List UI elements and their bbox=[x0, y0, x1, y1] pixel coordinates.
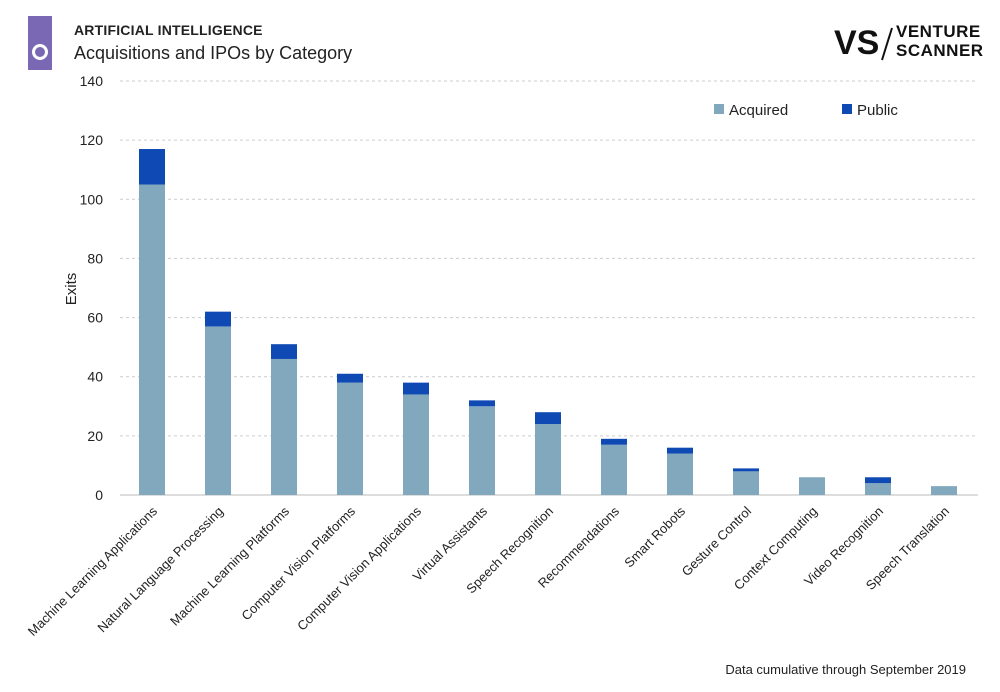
bar-acquired bbox=[535, 424, 561, 495]
x-tick-label: Machine Learning Applications bbox=[25, 503, 161, 639]
y-tick-label: 20 bbox=[87, 428, 103, 444]
bar-public bbox=[205, 311, 231, 327]
bar-acquired bbox=[337, 382, 363, 495]
y-tick-label: 120 bbox=[80, 132, 104, 148]
bar-acquired bbox=[601, 444, 627, 495]
logo-line2: SCANNER bbox=[896, 41, 984, 60]
x-tick-label: Natural Language Processing bbox=[94, 504, 226, 636]
legend-swatch-public bbox=[842, 104, 852, 114]
y-tick-label: 40 bbox=[87, 369, 103, 385]
bar-acquired bbox=[271, 358, 297, 495]
legend-label-public: Public bbox=[857, 102, 898, 119]
bar-acquired bbox=[733, 471, 759, 495]
bar-public bbox=[139, 149, 165, 185]
legend: Acquired Public bbox=[714, 102, 898, 119]
chart-title: Acquisitions and IPOs by Category bbox=[74, 43, 353, 63]
bar-public bbox=[601, 438, 627, 445]
bar-acquired bbox=[469, 406, 495, 495]
logo-mark: VS bbox=[834, 24, 879, 62]
legend-label-acquired: Acquired bbox=[729, 102, 788, 119]
bar-acquired bbox=[205, 326, 231, 495]
bar-acquired bbox=[931, 486, 957, 495]
y-tick-label: 0 bbox=[95, 487, 103, 503]
legend-swatch-acquired bbox=[714, 104, 724, 114]
y-axis-ticks: 0 20 40 60 80 100 120 140 bbox=[80, 73, 104, 503]
x-tick-label: Computer Vision Applications bbox=[294, 503, 424, 633]
bar-public bbox=[469, 400, 495, 407]
bar-acquired bbox=[403, 394, 429, 495]
bar-public bbox=[403, 382, 429, 395]
bar-acquired bbox=[799, 477, 825, 495]
y-tick-label: 100 bbox=[80, 191, 104, 207]
x-tick-label: Computer Vision Platforms bbox=[238, 503, 358, 623]
bar-acquired bbox=[865, 483, 891, 495]
y-tick-label: 60 bbox=[87, 310, 103, 326]
bars bbox=[139, 149, 957, 495]
bar-public bbox=[271, 344, 297, 359]
circle-icon bbox=[32, 44, 48, 60]
bar-public bbox=[535, 412, 561, 425]
footer-note: Data cumulative through September 2019 bbox=[725, 662, 966, 677]
logo-line1: VENTURE bbox=[896, 22, 981, 41]
bar-acquired bbox=[139, 184, 165, 495]
bar-public bbox=[337, 373, 363, 383]
x-tick-label: Gesture Control bbox=[679, 503, 755, 579]
y-tick-label: 140 bbox=[80, 73, 104, 89]
venture-scanner-logo: VS bbox=[834, 24, 893, 62]
logo-slash bbox=[881, 27, 893, 61]
logo-text: VENTURE SCANNER bbox=[896, 22, 984, 60]
bar-acquired bbox=[667, 453, 693, 495]
chart-category: ARTIFICIAL INTELLIGENCE bbox=[74, 22, 263, 38]
x-tick-label: Machine Learning Platforms bbox=[167, 503, 292, 628]
bar-public bbox=[667, 447, 693, 454]
y-tick-label: 80 bbox=[87, 250, 103, 266]
x-tick-label: Smart Robots bbox=[621, 503, 688, 570]
bar-public bbox=[865, 477, 891, 484]
bar-public bbox=[733, 468, 759, 472]
category-badge bbox=[28, 16, 52, 70]
y-axis-label: Exits bbox=[63, 273, 80, 306]
